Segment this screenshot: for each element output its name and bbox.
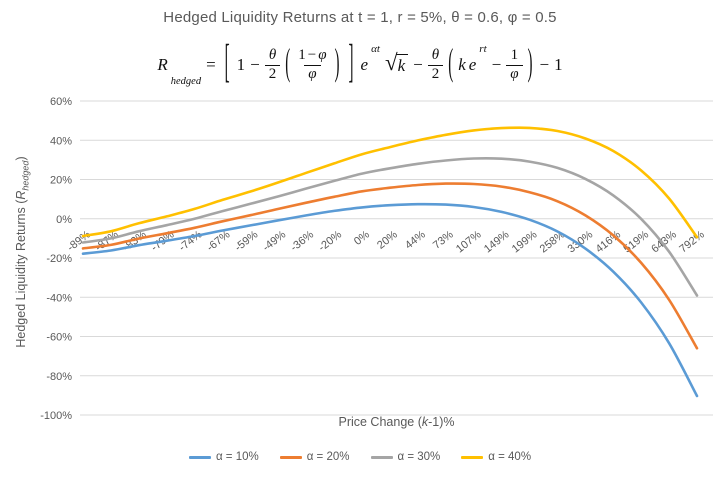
k-variable: k [458, 55, 466, 74]
legend-item-1: α = 20% [279, 451, 350, 463]
minus-sign: − [539, 55, 550, 74]
minus-sign: − [250, 55, 260, 74]
legend-label: α = 40% [488, 451, 532, 463]
y-tick-label: -80% [46, 371, 72, 383]
right-bracket: ] [348, 38, 354, 89]
legend-label: α = 20% [306, 451, 350, 463]
right-paren: ) [527, 43, 533, 85]
series-line-1 [81, 182, 699, 350]
legend-line-swatch [279, 455, 302, 459]
x-tick-label: -74% [177, 229, 205, 254]
radical-sign: √ [384, 49, 398, 75]
legend: α = 10% α = 20% α = 30% α = 40% [0, 451, 720, 463]
x-tick-label: -20% [316, 229, 344, 254]
legend-line-swatch [188, 455, 211, 459]
legend-line-swatch [461, 455, 484, 459]
x-tick-label: 149% [482, 229, 512, 256]
euler-e: e [468, 55, 477, 74]
chart-title: Hedged Liquidity Returns at t = 1, r = 5… [163, 9, 557, 26]
sqrt-k: √ k [384, 49, 409, 77]
y-tick-label: -20% [46, 253, 72, 265]
one-over-phi-fraction: 1 φ [506, 47, 523, 83]
minus-sign: − [491, 55, 502, 74]
one-minus-phi-over-phi-fraction: 1 − φ φ [298, 47, 327, 82]
y-tick-label: -100% [40, 410, 72, 422]
x-tick-label: -49% [261, 229, 289, 254]
x-tick-label: 0% [352, 229, 372, 248]
euler-e: e [360, 55, 369, 74]
formula-lhs-sub: hedged [170, 75, 202, 87]
y-tick-label: 60% [50, 96, 72, 108]
series-line-0 [81, 202, 699, 398]
formula-one: 1 [236, 55, 246, 74]
minus-sign: − [413, 55, 423, 74]
y-tick-label: -40% [46, 292, 72, 304]
x-axis-title: Price Change (k-1)% [338, 415, 455, 429]
left-paren: ( [285, 43, 291, 85]
left-paren: ( [448, 43, 454, 85]
legend-line-swatch [370, 455, 393, 459]
y-tick-label: 0% [56, 214, 72, 226]
legend-label: α = 10% [215, 451, 259, 463]
x-tick-label: 258% [538, 229, 568, 256]
legend-item-0: α = 10% [188, 451, 259, 463]
x-tick-label: 519% [621, 229, 651, 256]
left-bracket: [ [224, 38, 230, 89]
x-tick-label: 73% [431, 229, 456, 252]
formula-trailing-one: 1 [554, 55, 563, 74]
y-tick-label: 40% [50, 135, 72, 147]
series-line-3 [81, 126, 699, 239]
theta-over-two-fraction: θ 2 [427, 47, 444, 83]
y-tick-label: -60% [46, 332, 72, 344]
legend-item-2: α = 30% [370, 451, 441, 463]
legend-item-3: α = 40% [461, 451, 531, 463]
x-tick-label: 107% [454, 229, 484, 256]
theta-over-two-fraction: θ 2 [264, 47, 281, 83]
x-tick-label: 20% [375, 229, 400, 252]
alpha-t-exponent: αt [371, 43, 380, 56]
series-line-2 [81, 156, 699, 297]
r-t-exponent: rt [479, 43, 487, 56]
x-tick-label: -59% [233, 229, 261, 254]
legend-label: α = 30% [397, 451, 441, 463]
x-tick-label: 199% [510, 229, 540, 256]
x-tick-label: -36% [288, 229, 316, 254]
x-tick-label: 44% [403, 229, 428, 252]
equals-sign: = [206, 55, 216, 74]
formula-lhs: R [157, 55, 168, 74]
y-tick-label: 20% [50, 175, 72, 187]
right-paren: ) [334, 43, 340, 85]
